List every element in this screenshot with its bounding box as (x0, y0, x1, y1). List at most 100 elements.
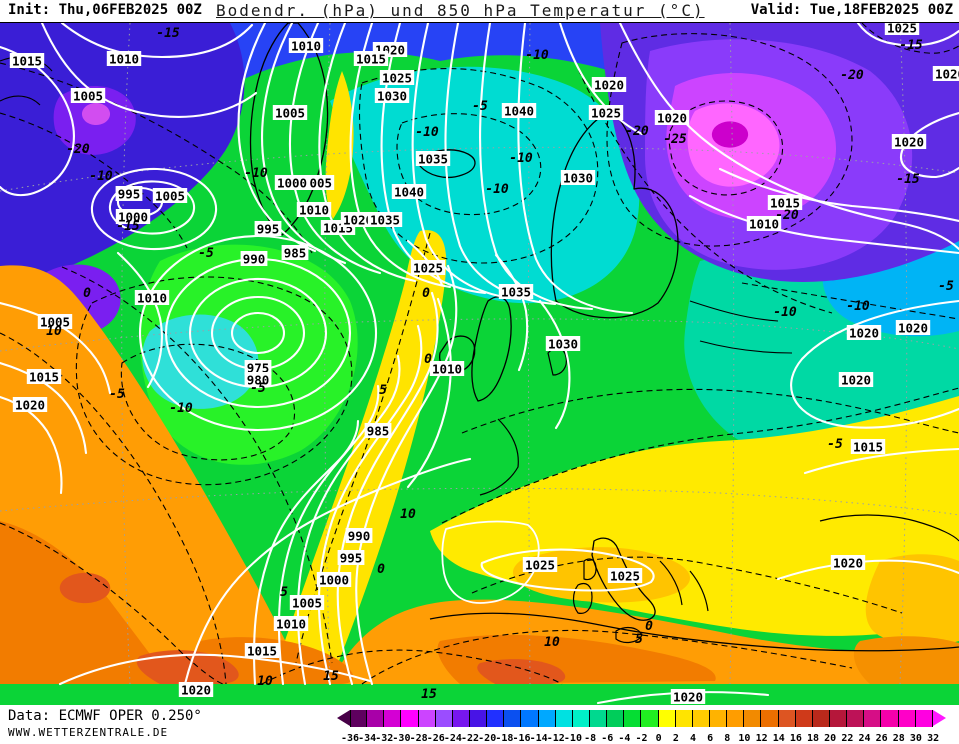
colorbar-cell (401, 710, 419, 727)
pressure-label: 1040 (391, 184, 427, 200)
graticule-line (528, 23, 531, 685)
pressure-label-text: 1040 (394, 185, 424, 200)
temperature-label-text: 5 (635, 632, 643, 647)
pressure-label-box (289, 595, 325, 610)
pressure-label-box (316, 572, 352, 587)
graticule-line (0, 487, 959, 516)
colorbar-cell (367, 710, 385, 727)
isobar (411, 23, 522, 301)
pressure-label-box (501, 103, 537, 118)
pressure-label-box (932, 66, 959, 81)
temperature-label-text: -10 (485, 182, 509, 197)
colorbar-tick: 32 (927, 733, 940, 744)
isobar (183, 457, 472, 686)
pressure-label-box (281, 245, 309, 260)
pressure-label-text: 990 (348, 529, 371, 544)
colorbar-cell (915, 710, 933, 727)
isobar (261, 23, 347, 265)
pressure-label-text: 1020 (657, 111, 687, 126)
pressure-label-text: 1025 (610, 569, 640, 584)
colorbar-cell (795, 710, 813, 727)
colorbar-cell (384, 710, 402, 727)
temperature-label-text: 0 (424, 352, 432, 367)
pressure-label-box (846, 325, 882, 340)
isobar (288, 23, 382, 275)
colorbar-tick: -2 (635, 733, 648, 744)
temperature-contour (0, 332, 227, 685)
colorbar-tick: -24 (443, 733, 462, 744)
temperature-contour (741, 282, 959, 320)
pressure-label-text: 1015 (356, 52, 386, 67)
map-title-link[interactable]: Bodendr. (hPa) und 850 hPa Temperatur (°… (216, 1, 705, 20)
temperature-label-text: -15 (116, 219, 140, 234)
colorbar-tick: 22 (841, 733, 854, 744)
pressure-label: 1020 (178, 682, 214, 698)
pressure-label: 1020 (654, 110, 690, 126)
coastline (471, 296, 512, 402)
pressure-label: 1025 (588, 105, 624, 121)
pressure-label: 1020 (895, 320, 931, 336)
temperature-label-text: -10 (89, 169, 113, 184)
pressure-label-text: 1015 (29, 370, 59, 385)
pressure-label: 1025 (522, 557, 558, 573)
temperature-label-text: -15 (899, 38, 923, 53)
pressure-label-box (26, 369, 62, 384)
pressure-label-box (254, 221, 282, 236)
pressure-label-box (429, 361, 465, 376)
pressure-label: 985 (281, 245, 309, 261)
pressure-label-text: 1025 (382, 71, 412, 86)
pressure-label-text: 1005 (40, 315, 70, 330)
colorbar-tick: 12 (755, 733, 768, 744)
pressure-label-text: 1020 (343, 213, 373, 228)
colorbar-cell (607, 710, 625, 727)
pressure-label-text: 1025 (525, 558, 555, 573)
colorbar-tick: 28 (892, 733, 905, 744)
temp-region-magenta-spot-nw (81, 102, 111, 126)
temperature-label-text: -10 (415, 125, 439, 140)
pressure-label-text: 980 (247, 373, 270, 388)
pressure-label-box (522, 557, 558, 572)
pressure-label: 1025 (410, 260, 446, 276)
pressure-label: 1010 (106, 51, 142, 67)
footer-bar: Data: ECMWF OPER 0.250° WWW.WETTERZENTRA… (0, 705, 959, 744)
temperature-label-text: 0 (422, 286, 430, 301)
temperature-contour (441, 387, 959, 524)
pressure-label-text: 1020 (849, 326, 879, 341)
isobar (538, 299, 571, 430)
colorbar-cell (555, 710, 573, 727)
pressure-label-text: 1005 (155, 189, 185, 204)
temperature-label-text: -15 (896, 172, 920, 187)
colorbar-cell (452, 710, 470, 727)
pressure-label-box (115, 209, 151, 224)
pressure-label-box (379, 70, 415, 85)
isobar (406, 297, 452, 489)
isobar (618, 23, 959, 251)
temperature-contour (861, 23, 959, 54)
pressure-label-box (244, 372, 272, 387)
pressure-label-text: 1020 (673, 690, 703, 705)
init-timestamp: Init: Thu,06FEB2025 00Z (8, 2, 202, 18)
coastline (689, 300, 793, 354)
pressure-label: 1030 (545, 336, 581, 352)
pressure-label-text: 1010 (276, 617, 306, 632)
pressure-label-box (891, 134, 927, 149)
colorbar-tick: 0 (655, 733, 662, 744)
pressure-label: 1020 (830, 555, 866, 571)
pressure-label-text: 1010 (109, 52, 139, 67)
graticule-line (121, 23, 131, 685)
pressure-label-box (850, 439, 886, 454)
isobar (210, 295, 306, 371)
colorbar-cell (624, 710, 642, 727)
pressure-label-box (70, 88, 106, 103)
pressure-label-box (884, 23, 920, 35)
temperature-label-text: -25 (663, 132, 687, 147)
temperature-contour (261, 649, 563, 685)
pressure-label-text: 1020 (181, 683, 211, 698)
pressure-label-box (244, 643, 280, 658)
pressure-label: 1010 (429, 361, 465, 377)
isobar (116, 251, 163, 389)
pressure-label-text: 1005 (292, 596, 322, 611)
colorbar-cell (435, 710, 453, 727)
pressure-label-text: 1020 (841, 373, 871, 388)
colorbar-tick: -10 (563, 733, 582, 744)
